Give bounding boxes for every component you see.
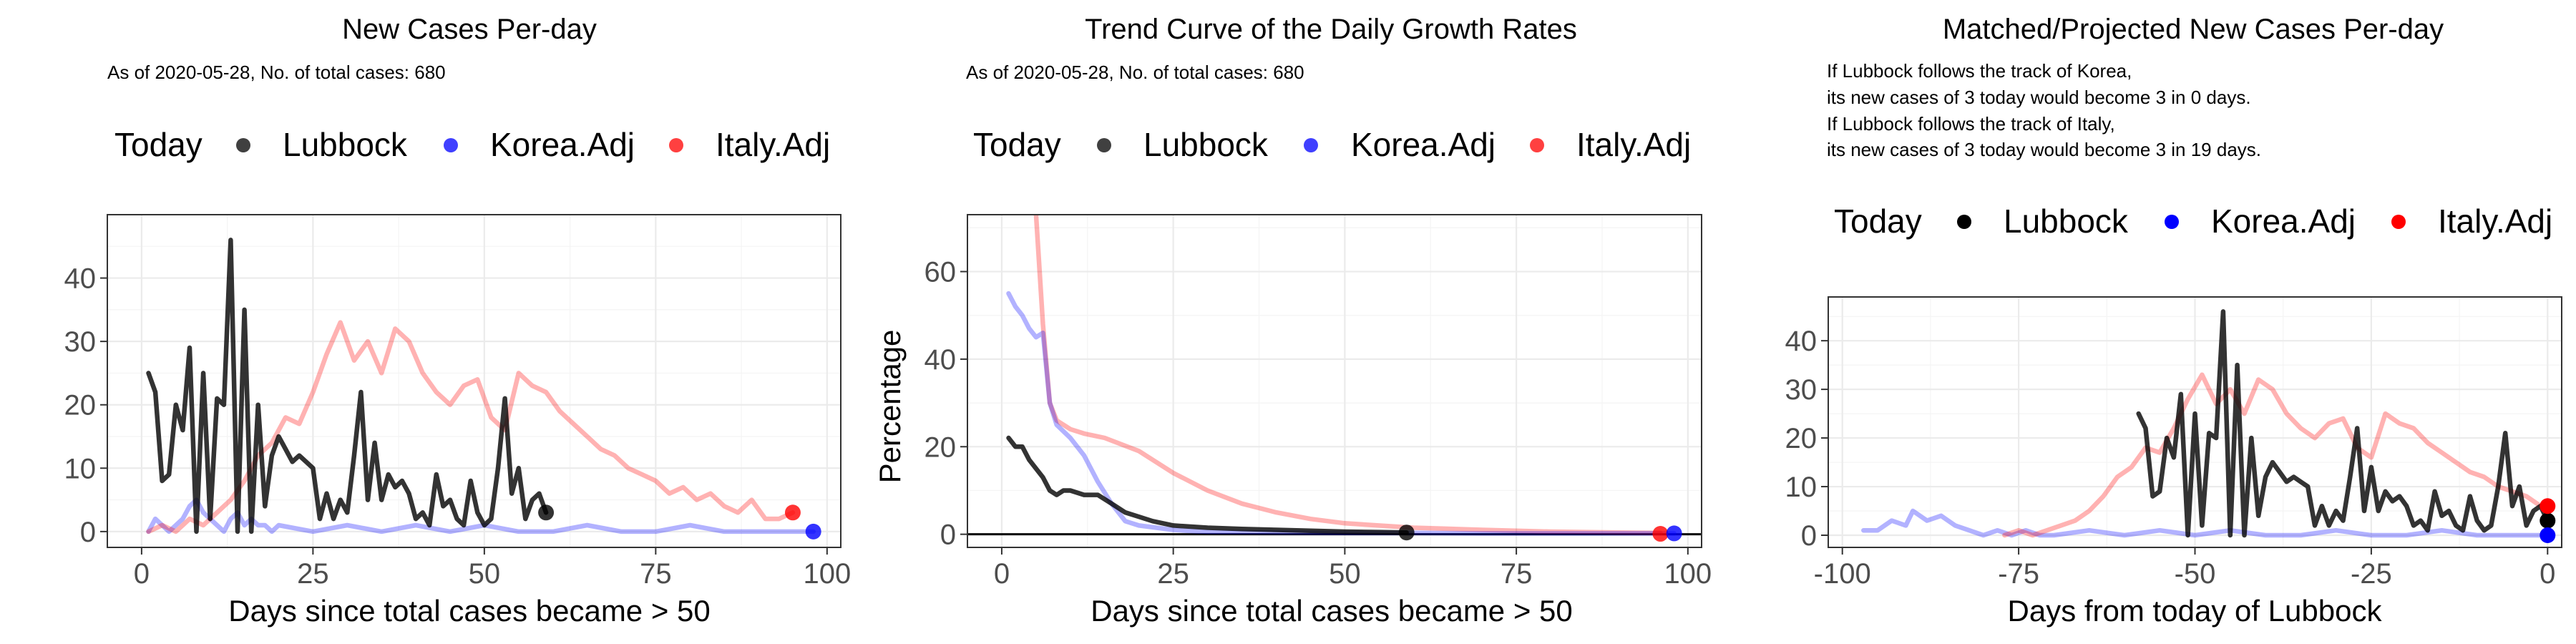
x-axis-title: Days since total cases became > 50 xyxy=(228,594,711,628)
annotation-line: its new cases of 3 today would become 3 … xyxy=(1827,139,2261,160)
y-tick-label: 20 xyxy=(64,390,97,421)
legend-title: Today xyxy=(973,126,1061,163)
chart-title: New Cases Per-day xyxy=(342,14,597,45)
series-line-italy-adj xyxy=(2002,372,2550,538)
panel-growth-rates: Trend Curve of the Daily Growth Rates As… xyxy=(873,14,1712,628)
y-tick-label: 20 xyxy=(924,431,957,463)
x-tick-label: -75 xyxy=(1998,558,2039,590)
y-tick-label: 30 xyxy=(64,326,97,358)
legend-key-italy xyxy=(669,138,683,152)
legend-label-korea: Korea.Adj xyxy=(1351,126,1496,163)
panel-matched-projected: Matched/Projected New Cases Per-day If L… xyxy=(1785,14,2562,628)
legend-key-korea xyxy=(1304,138,1318,152)
annotation-line: its new cases of 3 today would become 3 … xyxy=(1827,87,2251,108)
x-tick-label: 0 xyxy=(2540,558,2555,590)
legend-key-lubbock xyxy=(1097,138,1111,152)
annotation: If Lubbock follows the track of Korea, i… xyxy=(1827,60,2261,160)
y-tick-label: 40 xyxy=(1785,326,1818,357)
x-tick-label: 50 xyxy=(1329,558,1361,590)
y-tick-label: 40 xyxy=(924,344,957,376)
x-tick-label: -50 xyxy=(2175,558,2216,590)
x-tick-label: 100 xyxy=(803,558,851,590)
today-point-lubbock xyxy=(538,504,555,521)
x-axis-title: Days since total cases became > 50 xyxy=(1091,594,1573,628)
series-group xyxy=(1861,309,2550,538)
series-line-lubbock xyxy=(1006,435,1409,535)
plot-background xyxy=(967,215,1702,547)
series-line-lubbock xyxy=(2136,309,2550,538)
y-tick-label: 60 xyxy=(924,257,957,288)
chart-subtitle: As of 2020-05-28, No. of total cases: 68… xyxy=(966,62,1304,83)
legend-label-lubbock: Lubbock xyxy=(1143,126,1269,163)
annotation-line: If Lubbock follows the track of Korea, xyxy=(1827,60,2132,82)
x-tick-label: 0 xyxy=(134,558,150,590)
y-tick-label: 0 xyxy=(1801,520,1817,552)
legend-label-korea: Korea.Adj xyxy=(2211,203,2356,240)
legend-label-lubbock: Lubbock xyxy=(283,126,408,163)
today-point-lubbock xyxy=(2540,512,2556,529)
chart-title: Matched/Projected New Cases Per-day xyxy=(1943,14,2444,45)
legend-key-lubbock xyxy=(1957,215,1971,229)
legend: Today Lubbock Korea.Adj Italy.Adj xyxy=(1834,203,2552,240)
y-tick-label: 0 xyxy=(80,517,96,548)
legend-key-korea xyxy=(444,138,458,152)
y-tick-label: 0 xyxy=(940,519,956,551)
x-tick-label: 50 xyxy=(469,558,501,590)
legend-label-lubbock: Lubbock xyxy=(2004,203,2129,240)
y-axis-title: Percentage xyxy=(873,330,907,484)
plot-frame xyxy=(1828,296,2562,548)
series-group xyxy=(146,238,816,535)
x-tick-label: -100 xyxy=(1814,558,1871,590)
today-point-italy-adj xyxy=(2540,498,2556,514)
legend-label-italy: Italy.Adj xyxy=(716,126,830,163)
series-group xyxy=(1006,215,1677,536)
y-tick-label: 10 xyxy=(1785,472,1818,503)
today-point-korea-adj xyxy=(1666,525,1682,542)
today-point-korea-adj xyxy=(2540,527,2556,544)
y-tick-label: 30 xyxy=(1785,374,1818,406)
legend-key-italy xyxy=(2391,215,2406,229)
chart-subtitle: As of 2020-05-28, No. of total cases: 68… xyxy=(107,62,446,83)
today-point-korea-adj xyxy=(805,523,821,540)
legend-label-korea: Korea.Adj xyxy=(490,126,635,163)
x-tick-label: 25 xyxy=(1157,558,1189,590)
y-tick-label: 20 xyxy=(1785,423,1818,454)
series-line-lubbock xyxy=(146,238,549,535)
series-line-korea-adj xyxy=(146,497,816,535)
panel-new-cases: New Cases Per-day As of 2020-05-28, No. … xyxy=(64,14,852,628)
today-point-italy-adj xyxy=(784,504,801,521)
chart-title: Trend Curve of the Daily Growth Rates xyxy=(1085,14,1577,45)
y-tick-label: 10 xyxy=(64,453,97,484)
legend-key-korea xyxy=(2165,215,2179,229)
legend-key-italy xyxy=(1530,138,1544,152)
legend: Today Lubbock Korea.Adj Italy.Adj xyxy=(973,126,1691,163)
legend-title: Today xyxy=(1834,203,1922,240)
x-axis-title: Days from today of Lubbock xyxy=(2008,594,2383,628)
y-tick-label: 40 xyxy=(64,263,97,295)
today-point-italy-adj xyxy=(1652,526,1669,542)
x-tick-label: -25 xyxy=(2351,558,2392,590)
plot-frame xyxy=(107,214,841,548)
legend-label-italy: Italy.Adj xyxy=(1576,126,1691,163)
plot-area: 0 25 50 75 100 0 20 40 60 xyxy=(924,214,1712,590)
plot-area: 0 25 50 75 100 0 10 20 30 40 xyxy=(64,214,851,590)
x-tick-label: 100 xyxy=(1664,558,1712,590)
x-tick-label: 0 xyxy=(994,558,1010,590)
x-tick-label: 75 xyxy=(640,558,672,590)
plot-area: -100 -75 -50 -25 0 0 10 20 30 40 xyxy=(1785,296,2562,590)
legend: Today Lubbock Korea.Adj Italy.Adj xyxy=(114,126,830,163)
legend-label-italy: Italy.Adj xyxy=(2438,203,2552,240)
legend-key-lubbock xyxy=(236,138,250,152)
series-line-korea-adj xyxy=(1861,508,2550,538)
annotation-line: If Lubbock follows the track of Italy, xyxy=(1827,113,2115,135)
plot-frame xyxy=(967,214,1702,548)
x-tick-label: 25 xyxy=(297,558,329,590)
series-line-italy-adj xyxy=(1033,215,1663,536)
x-tick-label: 75 xyxy=(1501,558,1533,590)
today-point-lubbock xyxy=(1398,525,1415,541)
legend-title: Today xyxy=(114,126,203,163)
